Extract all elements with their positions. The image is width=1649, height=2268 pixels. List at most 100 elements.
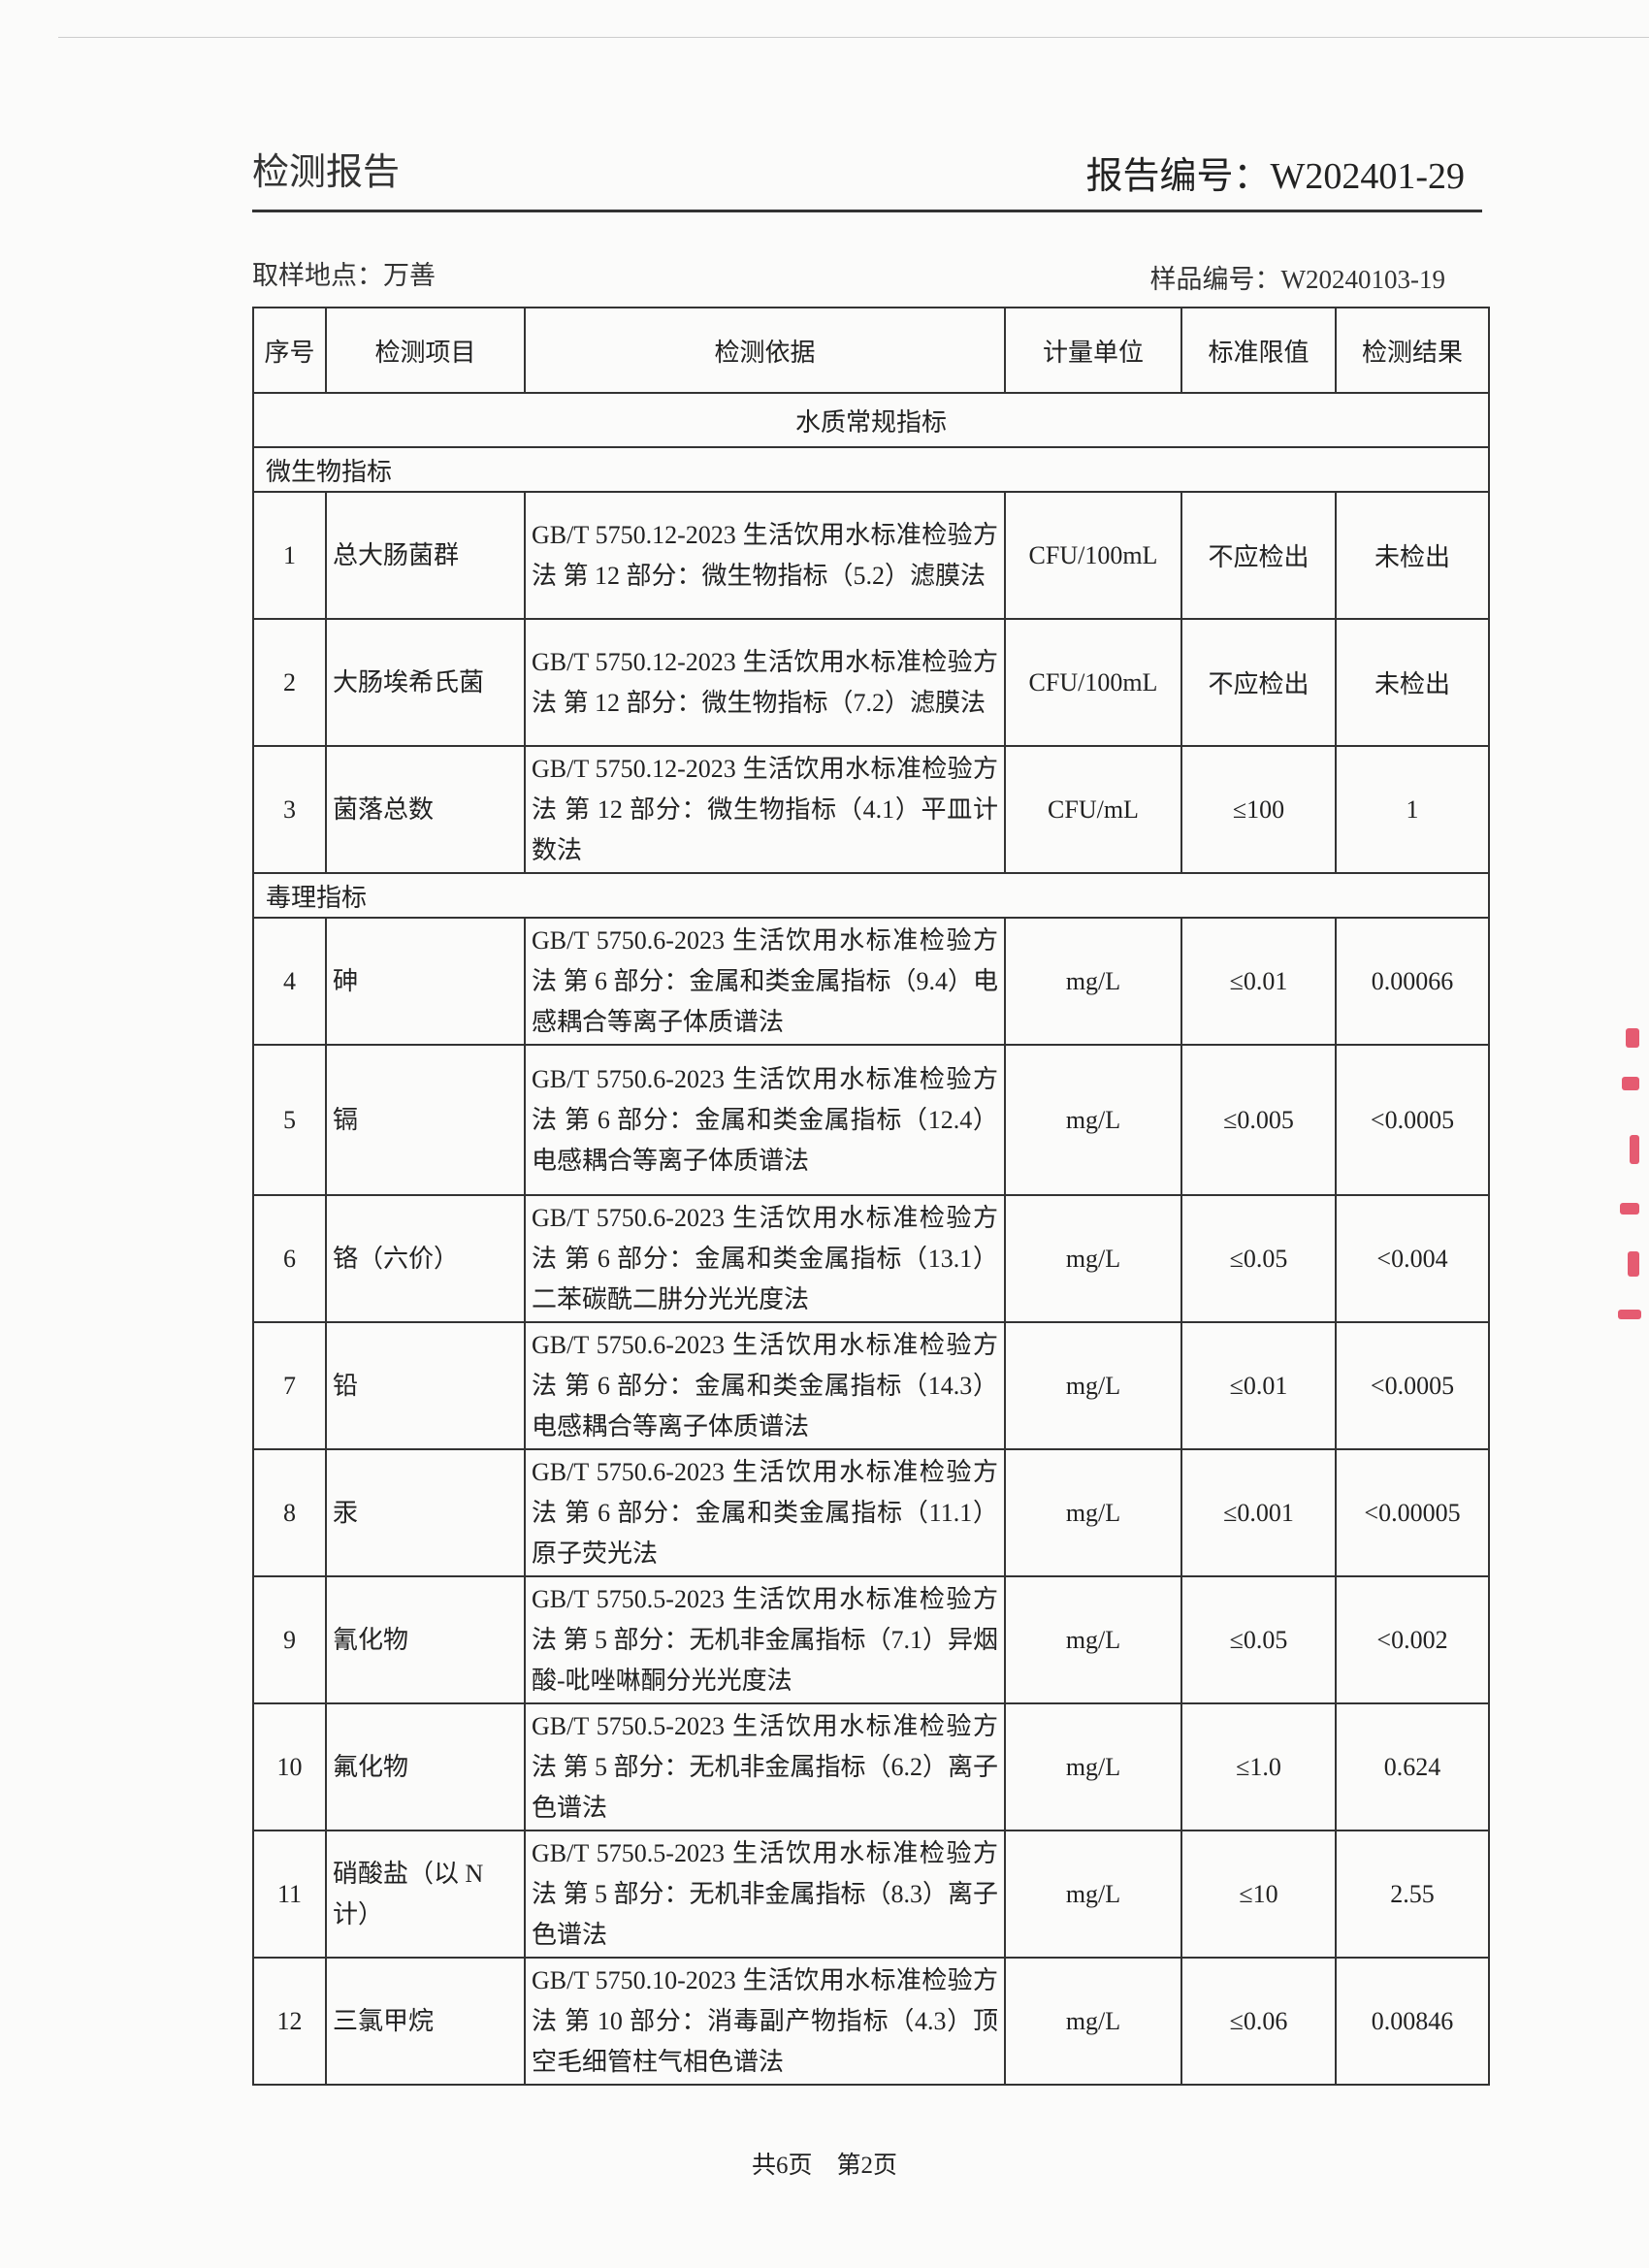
group-heading: 微生物指标 [252,446,1490,493]
cell-number: 6 [252,1194,327,1323]
cell-item: 三氯甲烷 [325,1957,526,2086]
sampling-location: 取样地点：万善 [252,261,436,290]
sample-number: 样品编号：W20240103-19 [1149,265,1445,294]
cell-limit: ≤0.01 [1180,1321,1337,1450]
results-table: 序号 检测项目 检测依据 计量单位 标准限值 检测结果 水质常规指标 微生物指标 1 总大肠菌群… [252,307,1490,2086]
table-row: 3 菌落总数 GB/T 5750.12-2023 生活饮用水标准检验方法 第 12 … [252,745,1490,874]
cell-unit: CFU/100mL [1004,618,1182,747]
cell-unit: mg/L [1004,917,1182,1046]
cell-limit: 不应检出 [1180,618,1337,747]
cell-number: 3 [252,745,327,874]
table-row: 12 三氯甲烷 GB/T 5750.10-2023 生活饮用水标准检验方法 第 10… [252,1957,1490,2086]
cell-method: GB/T 5750.5-2023 生活饮用水标准检验方法 第 5 部分：无机非金… [524,1702,1006,1831]
cell-result: 0.00846 [1335,1957,1490,2086]
report-number: 报告编号：W202401-29 [1085,156,1465,197]
cell-unit: mg/L [1004,1448,1182,1577]
cell-number: 10 [252,1702,327,1831]
table-row: 8 汞 GB/T 5750.6-2023 生活饮用水标准检验方法 第 6 部分：金属… [252,1448,1490,1577]
cell-number: 1 [252,491,327,620]
column-header-unit: 计量单位 [1004,307,1182,394]
table-row: 2 大肠埃希氏菌 GB/T 5750.12-2023 生活饮用水标准检验方法 第 1… [252,618,1490,747]
cell-number: 2 [252,618,327,747]
cell-limit: ≤0.06 [1180,1957,1337,2086]
cell-limit: ≤0.01 [1180,917,1337,1046]
cell-number: 5 [252,1044,327,1196]
table-row: 9 氰化物 GB/T 5750.5-2023 生活饮用水标准检验方法 第 5 部分：… [252,1575,1490,1704]
page-footer: 共6页 第2页 [751,2153,897,2179]
cell-result: 0.00066 [1335,917,1490,1046]
cell-item: 汞 [325,1448,526,1577]
cell-method: GB/T 5750.12-2023 生活饮用水标准检验方法 第 12 部分：微生… [524,491,1006,620]
cell-unit: mg/L [1004,1044,1182,1196]
cell-result: <0.0005 [1335,1044,1490,1196]
cell-unit: mg/L [1004,1830,1182,1959]
cell-method: GB/T 5750.12-2023 生活饮用水标准检验方法 第 12 部分：微生… [524,745,1006,874]
cell-number: 8 [252,1448,327,1577]
cell-unit: CFU/mL [1004,745,1182,874]
cell-result: <0.002 [1335,1575,1490,1704]
cell-number: 9 [252,1575,327,1704]
cell-item: 总大肠菌群 [325,491,526,620]
cell-item: 硝酸盐（以 N 计） [325,1830,526,1959]
column-header-item: 检测项目 [325,307,526,394]
cell-method: GB/T 5750.10-2023 生活饮用水标准检验方法 第 10 部分：消毒… [524,1957,1006,2086]
cell-result: 1 [1335,745,1490,874]
cell-unit: CFU/100mL [1004,491,1182,620]
cell-method: GB/T 5750.6-2023 生活饮用水标准检验方法 第 6 部分：金属和类… [524,1321,1006,1450]
cell-limit: 不应检出 [1180,491,1337,620]
table-row: 4 砷 GB/T 5750.6-2023 生活饮用水标准检验方法 第 6 部分：金属… [252,917,1490,1046]
cell-method: GB/T 5750.12-2023 生活饮用水标准检验方法 第 12 部分：微生… [524,618,1006,747]
table-row: 11 硝酸盐（以 N 计） GB/T 5750.5-2023 生活饮用水标准检验方法… [252,1830,1490,1959]
cell-item: 氰化物 [325,1575,526,1704]
column-header-result: 检测结果 [1335,307,1490,394]
cell-limit: ≤0.005 [1180,1044,1337,1196]
cell-item: 菌落总数 [325,745,526,874]
cell-item: 镉 [325,1044,526,1196]
cell-result: 2.55 [1335,1830,1490,1959]
cell-method: GB/T 5750.5-2023 生活饮用水标准检验方法 第 5 部分：无机非金… [524,1575,1006,1704]
cell-unit: mg/L [1004,1702,1182,1831]
cell-result: <0.00005 [1335,1448,1490,1577]
report-title: 检测报告 [252,152,401,193]
cell-number: 12 [252,1957,327,2086]
cell-result: <0.0005 [1335,1321,1490,1450]
cell-unit: mg/L [1004,1194,1182,1323]
column-header-number: 序号 [252,307,327,394]
cell-result: <0.004 [1335,1194,1490,1323]
cell-item: 大肠埃希氏菌 [325,618,526,747]
table-row: 1 总大肠菌群 GB/T 5750.12-2023 生活饮用水标准检验方法 第 12… [252,491,1490,620]
scan-edge-line [58,37,1649,38]
table-row: 6 铬（六价） GB/T 5750.6-2023 生活饮用水标准检验方法 第 6 部… [252,1194,1490,1323]
cell-limit: ≤1.0 [1180,1702,1337,1831]
table-row: 5 镉 GB/T 5750.6-2023 生活饮用水标准检验方法 第 6 部分：金属… [252,1044,1490,1196]
cell-result: 0.624 [1335,1702,1490,1831]
cell-method: GB/T 5750.5-2023 生活饮用水标准检验方法 第 5 部分：无机非金… [524,1830,1006,1959]
red-stamp-fragment [1618,1019,1643,1329]
cell-result: 未检出 [1335,618,1490,747]
cell-number: 7 [252,1321,327,1450]
cell-method: GB/T 5750.6-2023 生活饮用水标准检验方法 第 6 部分：金属和类… [524,1448,1006,1577]
cell-item: 铅 [325,1321,526,1450]
cell-item: 砷 [325,917,526,1046]
column-header-limit: 标准限值 [1180,307,1337,394]
cell-limit: ≤0.05 [1180,1575,1337,1704]
cell-item: 铬（六价） [325,1194,526,1323]
cell-limit: ≤0.05 [1180,1194,1337,1323]
cell-unit: mg/L [1004,1957,1182,2086]
cell-unit: mg/L [1004,1575,1182,1704]
column-header-method: 检测依据 [524,307,1006,394]
cell-method: GB/T 5750.6-2023 生活饮用水标准检验方法 第 6 部分：金属和类… [524,1044,1006,1196]
cell-limit: ≤10 [1180,1830,1337,1959]
header-divider [252,210,1482,212]
cell-item: 氟化物 [325,1702,526,1831]
table-row: 7 铅 GB/T 5750.6-2023 生活饮用水标准检验方法 第 6 部分：金属… [252,1321,1490,1450]
cell-method: GB/T 5750.6-2023 生活饮用水标准检验方法 第 6 部分：金属和类… [524,1194,1006,1323]
cell-unit: mg/L [1004,1321,1182,1450]
cell-method: GB/T 5750.6-2023 生活饮用水标准检验方法 第 6 部分：金属和类… [524,917,1006,1046]
cell-number: 4 [252,917,327,1046]
cell-limit: ≤100 [1180,745,1337,874]
table-row: 10 氟化物 GB/T 5750.5-2023 生活饮用水标准检验方法 第 5 部分… [252,1702,1490,1831]
section-heading: 水质常规指标 [252,392,1490,448]
cell-limit: ≤0.001 [1180,1448,1337,1577]
cell-result: 未检出 [1335,491,1490,620]
